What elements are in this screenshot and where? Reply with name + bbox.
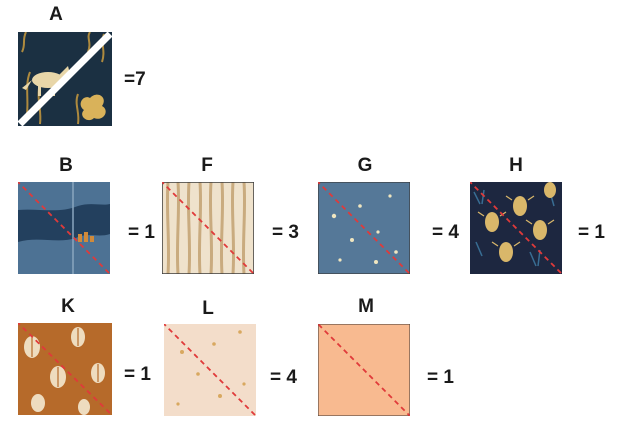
swatch-g-label: G (357, 155, 373, 176)
swatch-k-label: K (61, 296, 75, 317)
swatch-k (18, 323, 112, 415)
swatch-m-diagonal (318, 324, 410, 416)
swatch-m (318, 324, 410, 416)
swatch-h-diagonal (470, 182, 562, 274)
swatch-b (18, 182, 110, 274)
swatch-k-diagonal (18, 323, 112, 415)
swatch-b-count: = 1 (128, 222, 155, 243)
swatch-h-count: = 1 (578, 222, 605, 243)
swatch-f (162, 182, 254, 274)
swatch-g-diagonal (318, 182, 410, 274)
swatch-f-count: = 3 (272, 222, 299, 243)
swatch-l (164, 324, 256, 416)
swatch-g (318, 182, 410, 274)
swatch-k-count: = 1 (124, 364, 151, 385)
swatch-h (470, 182, 562, 274)
swatch-m-label: M (358, 296, 374, 317)
swatch-a-label: A (49, 4, 63, 25)
swatch-m-count: = 1 (427, 367, 454, 388)
swatch-b-diagonal (18, 182, 110, 274)
swatch-a-split-line (18, 32, 112, 126)
swatch-l-count: = 4 (270, 367, 297, 388)
swatch-b-label: B (59, 155, 73, 176)
swatch-h-label: H (509, 155, 523, 176)
swatch-f-label: F (201, 155, 213, 176)
swatch-g-count: = 4 (432, 222, 459, 243)
swatch-l-diagonal (164, 324, 256, 416)
swatch-a-count: =7 (124, 69, 146, 90)
swatch-a (18, 32, 112, 126)
swatch-l-label: L (202, 298, 214, 319)
swatch-f-diagonal (162, 182, 254, 274)
